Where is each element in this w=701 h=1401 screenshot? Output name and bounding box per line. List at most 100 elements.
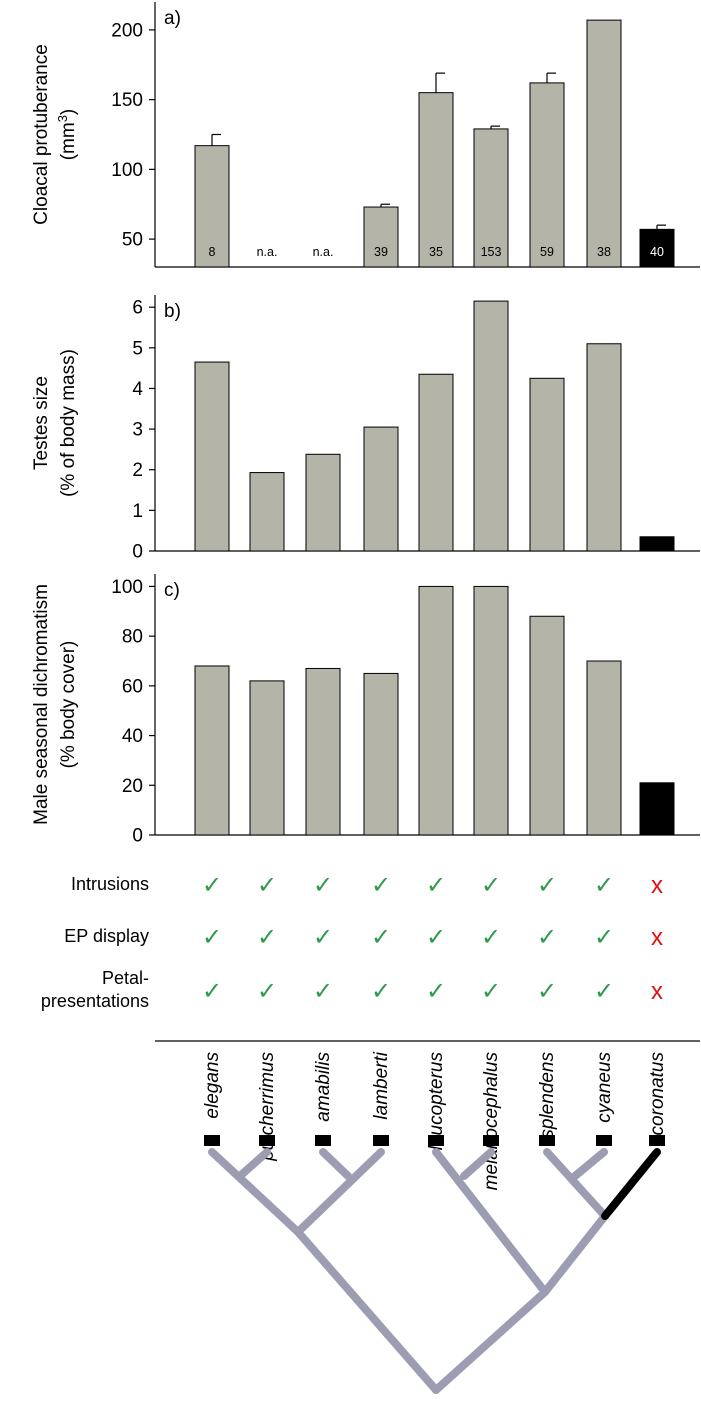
trait-label: EP display bbox=[64, 926, 149, 946]
y-tick-label: 3 bbox=[132, 420, 143, 441]
sample-size-label: n.a. bbox=[313, 245, 334, 259]
bar-coronatus bbox=[639, 782, 675, 836]
bar-leucopterus bbox=[418, 585, 454, 836]
species-label-pulcherrimus: pulcherrimus bbox=[257, 1052, 278, 1162]
panel-label: b) bbox=[164, 301, 181, 322]
y-tick-label: 5 bbox=[132, 338, 143, 359]
y-axis-label-line-2: (mm3) bbox=[55, 109, 80, 161]
panel-c: 0 20 40 60 80 100 c) Male seasonal dichromatism… bbox=[31, 574, 700, 847]
bar-splendens bbox=[529, 615, 565, 836]
tip-marker bbox=[259, 1135, 275, 1146]
tip-marker bbox=[483, 1135, 499, 1146]
bar-elegans bbox=[194, 665, 230, 836]
check-mark-icon: ✓ bbox=[594, 872, 614, 899]
check-mark-icon: ✓ bbox=[481, 924, 501, 951]
tip-marker bbox=[428, 1135, 444, 1146]
bar-cyaneus bbox=[586, 660, 622, 836]
sample-size-label: n.a. bbox=[257, 245, 278, 259]
sample-size-label: 38 bbox=[597, 245, 611, 259]
bar-amabilis bbox=[305, 453, 341, 552]
check-mark-icon: ✓ bbox=[313, 872, 333, 899]
y-axis-label-superscript: 3 bbox=[55, 115, 70, 122]
tip-marker bbox=[373, 1135, 389, 1146]
panel-a: 50 100 150 200 a) Cloacal protuberance (mm3) 8 n… bbox=[31, 2, 700, 268]
bar-cyaneus bbox=[586, 19, 622, 268]
phylogenetic-tree bbox=[204, 1135, 665, 1394]
bar-melanocephalus bbox=[473, 300, 509, 552]
y-tick-label: 200 bbox=[111, 20, 143, 41]
y-tick-label: 20 bbox=[122, 776, 143, 797]
tree-branch bbox=[236, 1148, 271, 1180]
check-mark-icon: ✓ bbox=[426, 978, 446, 1005]
species-label-elegans: elegans bbox=[202, 1052, 223, 1119]
sample-size-label: 40 bbox=[650, 245, 664, 259]
cross-mark-icon: x bbox=[651, 872, 663, 899]
bar-pulcherrimus bbox=[249, 680, 285, 836]
tip-marker bbox=[204, 1135, 220, 1146]
sample-size-label: 39 bbox=[374, 245, 388, 259]
trait-row: Petal-presentations ✓ ✓ ✓ ✓ ✓ ✓ ✓ ✓ x bbox=[41, 968, 663, 1011]
y-tick-label: 2 bbox=[132, 460, 143, 481]
check-mark-icon: ✓ bbox=[426, 924, 446, 951]
species-label-lamberti: lamberti bbox=[371, 1051, 392, 1119]
sample-size-label: 59 bbox=[540, 245, 554, 259]
bar-coronatus bbox=[639, 228, 675, 268]
bar-splendens bbox=[529, 82, 565, 268]
bar-leucopterus bbox=[418, 373, 454, 552]
bar-amabilis bbox=[305, 667, 341, 836]
y-tick-label: 80 bbox=[122, 627, 143, 648]
tree-branch bbox=[460, 1148, 495, 1180]
y-axis-label-close: ) bbox=[58, 109, 79, 115]
cross-mark-icon: x bbox=[651, 978, 663, 1005]
y-tick-label: 150 bbox=[111, 90, 143, 111]
trait-label: Intrusions bbox=[71, 874, 149, 894]
y-axis-label-line-1: Male seasonal dichromatism bbox=[31, 584, 52, 825]
check-mark-icon: ✓ bbox=[313, 978, 333, 1005]
check-mark-icon: ✓ bbox=[537, 978, 557, 1005]
species-label-melanocephalus: melanocephalus bbox=[481, 1052, 502, 1191]
y-tick-label: 50 bbox=[122, 230, 143, 251]
panel-b: 0 1 2 3 4 5 6 b) Testes size (% of body mass) bbox=[31, 295, 700, 563]
y-tick-label: 100 bbox=[111, 160, 143, 181]
species-label-coronatus: coronatus bbox=[647, 1052, 668, 1136]
check-mark-icon: ✓ bbox=[594, 924, 614, 951]
check-mark-icon: ✓ bbox=[426, 872, 446, 899]
y-axis-label-line-1: Cloacal protuberance bbox=[31, 44, 52, 225]
tip-marker bbox=[315, 1135, 331, 1146]
tree-branch bbox=[543, 1148, 609, 1220]
sample-size-label: 8 bbox=[209, 245, 216, 259]
y-axis-label-line-1: Testes size bbox=[31, 376, 52, 470]
bar-cyaneus bbox=[586, 343, 622, 552]
tree-branch-highlight bbox=[601, 1148, 661, 1220]
check-mark-icon: ✓ bbox=[481, 872, 501, 899]
tree-branch bbox=[208, 1148, 302, 1236]
check-mark-icon: ✓ bbox=[537, 924, 557, 951]
bar-splendens bbox=[529, 377, 565, 552]
cross-mark-icon: x bbox=[651, 924, 663, 951]
y-axis-label: Testes size (% of body mass) bbox=[31, 349, 79, 497]
tree-branch bbox=[432, 1288, 549, 1394]
sample-size-label: 35 bbox=[429, 245, 443, 259]
panel-label: a) bbox=[164, 8, 181, 29]
species-label-amabilis: amabilis bbox=[313, 1052, 334, 1122]
species-label-leucopterus: leucopterus bbox=[426, 1052, 447, 1151]
y-tick-label: 0 bbox=[132, 826, 143, 847]
tip-marker bbox=[649, 1135, 665, 1146]
tip-marker bbox=[539, 1135, 555, 1146]
bar-coronatus bbox=[639, 536, 675, 552]
check-mark-icon: ✓ bbox=[371, 924, 391, 951]
y-tick-label: 4 bbox=[132, 379, 143, 400]
check-mark-icon: ✓ bbox=[371, 872, 391, 899]
bar-elegans bbox=[194, 361, 230, 552]
bar-pulcherrimus bbox=[249, 472, 285, 552]
y-tick-label: 0 bbox=[132, 542, 143, 563]
sample-size-label: 153 bbox=[481, 245, 502, 259]
y-tick-label: 1 bbox=[132, 501, 143, 522]
species-label-splendens: splendens bbox=[537, 1052, 558, 1139]
species-label-cyaneus: cyaneus bbox=[594, 1052, 615, 1123]
check-mark-icon: ✓ bbox=[371, 978, 391, 1005]
y-tick-label: 40 bbox=[122, 726, 143, 747]
check-mark-icon: ✓ bbox=[594, 978, 614, 1005]
check-mark-icon: ✓ bbox=[257, 872, 277, 899]
tree-branch bbox=[571, 1148, 608, 1180]
